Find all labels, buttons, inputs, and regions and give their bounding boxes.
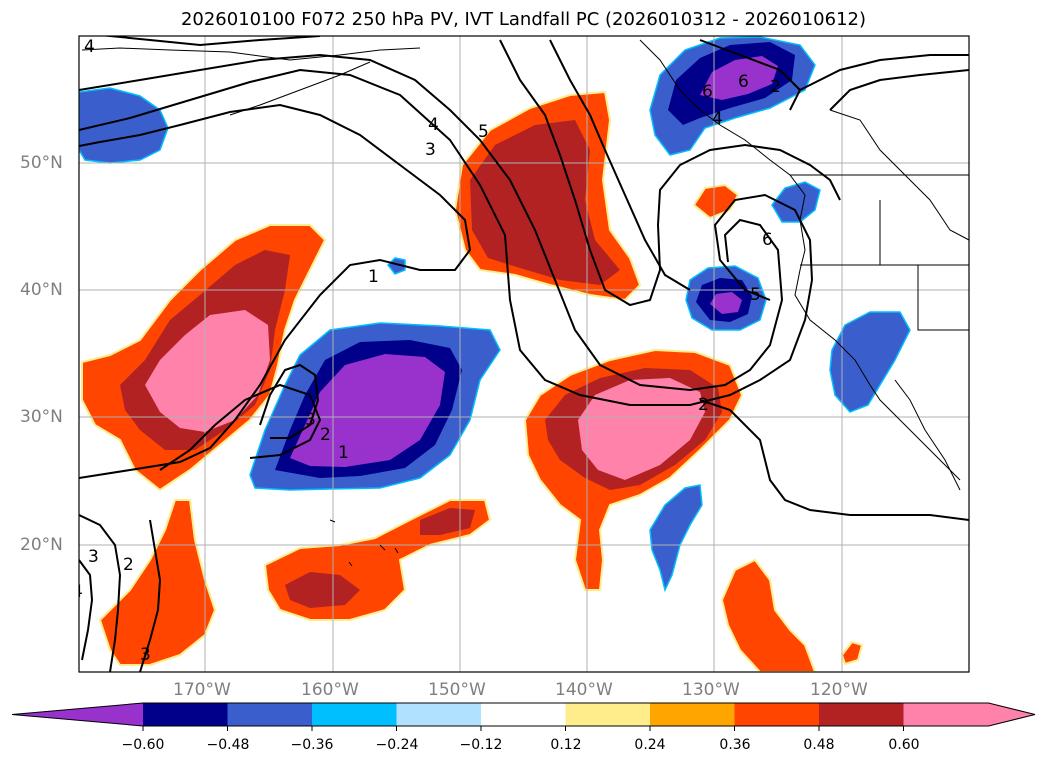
lat-label: 50°N: [20, 153, 63, 173]
contour-label: 2: [320, 425, 331, 445]
colorbar-cell: [143, 703, 228, 726]
pos-blob-gulf-inner: [470, 120, 620, 285]
colorbar: [11, 702, 1036, 731]
lon-label: 120°W: [810, 680, 868, 700]
colorbar-tick-label: 0.24: [634, 737, 666, 753]
map-plot-area: 1 2 3 4 5 6 4 3 2 1 5 6 6 2 3 2 4 4 3: [72, 36, 969, 672]
colorbar-cell: [819, 703, 904, 726]
contour-label: 3: [88, 547, 99, 567]
contour-label: 2: [698, 395, 709, 415]
contour-label: 4: [712, 109, 723, 129]
neg-blob-gulf-alaska-core: [700, 56, 778, 100]
contour-label: 5: [478, 122, 489, 142]
lat-label: 20°N: [20, 535, 63, 555]
pos-blob-west-core: [145, 310, 270, 432]
pos-blob-speck: [840, 640, 864, 666]
neg-blob-offshore-core: [710, 292, 742, 314]
colorbar-tick-label: −0.12: [459, 737, 503, 753]
colorbar-cell: [734, 703, 820, 726]
colorbar-cell: [227, 703, 313, 726]
contour-label: 4: [72, 582, 83, 602]
gridlines: [79, 36, 969, 672]
colorbar-cell: [312, 703, 397, 726]
neg-blob-california: [829, 311, 911, 413]
contour-label: 4: [428, 115, 439, 135]
contour-label: 1: [338, 443, 349, 463]
colorbar-tick-label: −0.24: [375, 737, 419, 753]
contour-label: 1: [368, 267, 379, 287]
colorbar-tick-label: 0.48: [803, 737, 835, 753]
pos-blob-hawaii-core: [285, 572, 360, 608]
contour-label: 6: [702, 82, 713, 102]
colorbar-tick-label: −0.60: [121, 737, 165, 753]
neg-blob-west-north: [79, 87, 169, 164]
lon-label: 150°W: [428, 680, 486, 700]
contour-label: 4: [84, 37, 95, 57]
pos-blob-baja: [720, 558, 817, 672]
colorbar-cell: [565, 703, 651, 726]
neg-blob-small-ring: [387, 257, 406, 275]
lon-label: 130°W: [682, 680, 740, 700]
colorbar-extend-max: [988, 703, 1035, 726]
coastlines: [81, 39, 969, 567]
colorbar-tick-label: −0.36: [290, 737, 334, 753]
contour-label: 2: [770, 77, 781, 97]
positive-anomaly-fields: [81, 90, 864, 672]
contour-label: 3: [140, 645, 151, 665]
contour-label: 3: [425, 140, 436, 160]
lat-label: 30°N: [20, 407, 63, 427]
colorbar-tick-label: −0.48: [206, 737, 250, 753]
lat-label: 40°N: [20, 280, 63, 300]
colorbar-cell: [650, 703, 735, 726]
contour-labels: 1 2 3 4 5 6 4 3 2 1 5 6 6 2 3 2 4 4 3: [72, 37, 781, 665]
map-frame: [78, 35, 970, 673]
pos-blob-subtropical-east-core: [578, 378, 705, 480]
negative-anomaly-fields: [79, 36, 911, 593]
lon-label: 160°W: [301, 680, 359, 700]
colorbar-tick-label: 0.60: [888, 737, 920, 753]
figure-title: 2026010100 F072 250 hPa PV, IVT Landfall…: [180, 9, 867, 30]
neg-blob-central-core: [290, 354, 445, 467]
lon-label: 170°W: [173, 680, 231, 700]
contour-label: 2: [123, 555, 134, 575]
contour-label: 6: [762, 230, 773, 250]
colorbar-tick-label: 0.36: [719, 737, 751, 753]
colorbar-cell: [481, 703, 566, 726]
pv-contours: [79, 36, 969, 672]
contour-label: 6: [738, 72, 749, 92]
contour-label: 3: [305, 410, 316, 430]
colorbar-cell: [903, 703, 989, 726]
colorbar-cell: [396, 703, 482, 726]
neg-blob-sw-hawaii: [649, 484, 703, 593]
pos-blob-hawaii-inner: [420, 508, 475, 535]
lon-label: 140°W: [555, 680, 613, 700]
colorbar-tick-label: 0.12: [550, 737, 582, 753]
contour-label: 5: [750, 285, 761, 305]
neg-blob-vancouver: [771, 181, 821, 223]
colorbar-extend-min: [12, 703, 143, 726]
